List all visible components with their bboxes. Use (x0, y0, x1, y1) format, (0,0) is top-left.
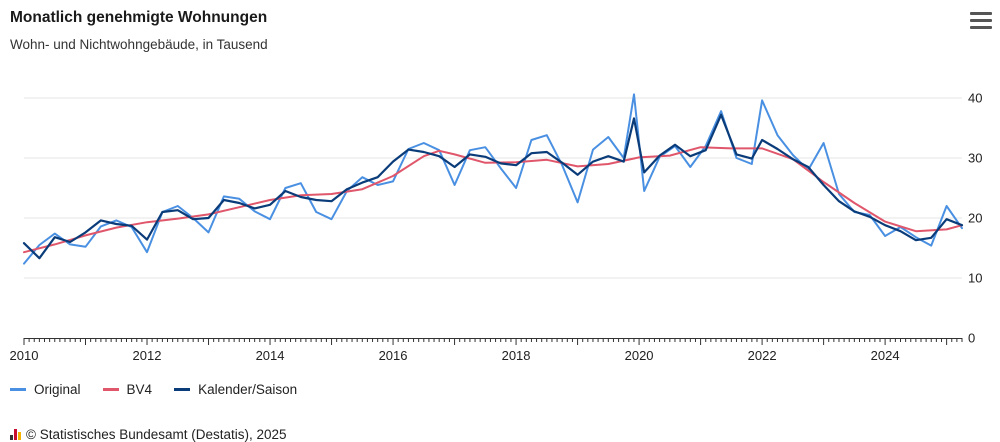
x-tick-label-2012: 2012 (133, 348, 162, 363)
x-tick-label-2024: 2024 (871, 348, 900, 363)
x-tick-label-2018: 2018 (502, 348, 531, 363)
legend-item-bv4[interactable]: BV4 (102, 382, 153, 397)
y-tick-label-10: 10 (968, 271, 982, 286)
y-tick-label-30: 30 (968, 151, 982, 166)
chart-subtitle: Wohn- und Nichtwohngebäude, in Tausend (10, 37, 268, 52)
x-tick-label-2010: 2010 (10, 348, 39, 363)
y-tick-label-0: 0 (968, 331, 975, 346)
legend-swatch-bv4 (102, 388, 119, 391)
legend-swatch-kalender-saison (174, 388, 191, 391)
credit: © Statistisches Bundesamt (Destatis), 20… (10, 427, 287, 442)
legend-item-original[interactable]: Original (10, 382, 81, 397)
y-tick-label-40: 40 (968, 91, 982, 106)
x-tick-label-2016: 2016 (379, 348, 408, 363)
x-tick-label-2014: 2014 (256, 348, 285, 363)
series-line-kalender-saison (22, 113, 964, 260)
legend: Original BV4 Kalender/Saison (10, 382, 297, 397)
destatis-logo-icon (10, 429, 21, 440)
y-tick-label-20: 20 (968, 211, 982, 226)
hamburger-menu-icon[interactable] (970, 12, 992, 32)
legend-swatch-original (10, 388, 26, 391)
x-tick-label-2020: 2020 (625, 348, 654, 363)
legend-label-kalender-saison: Kalender/Saison (198, 382, 298, 397)
legend-item-kalender-saison[interactable]: Kalender/Saison (174, 382, 297, 397)
legend-label-original: Original (34, 382, 81, 397)
legend-label-bv4: BV4 (126, 382, 153, 397)
series-line-bv4 (23, 146, 963, 254)
chart-title: Monatlich genehmigte Wohnungen (10, 9, 268, 26)
series-line-original (23, 93, 963, 265)
credit-text: © Statistisches Bundesamt (Destatis), 20… (26, 427, 287, 442)
x-tick-label-2022: 2022 (748, 348, 777, 363)
